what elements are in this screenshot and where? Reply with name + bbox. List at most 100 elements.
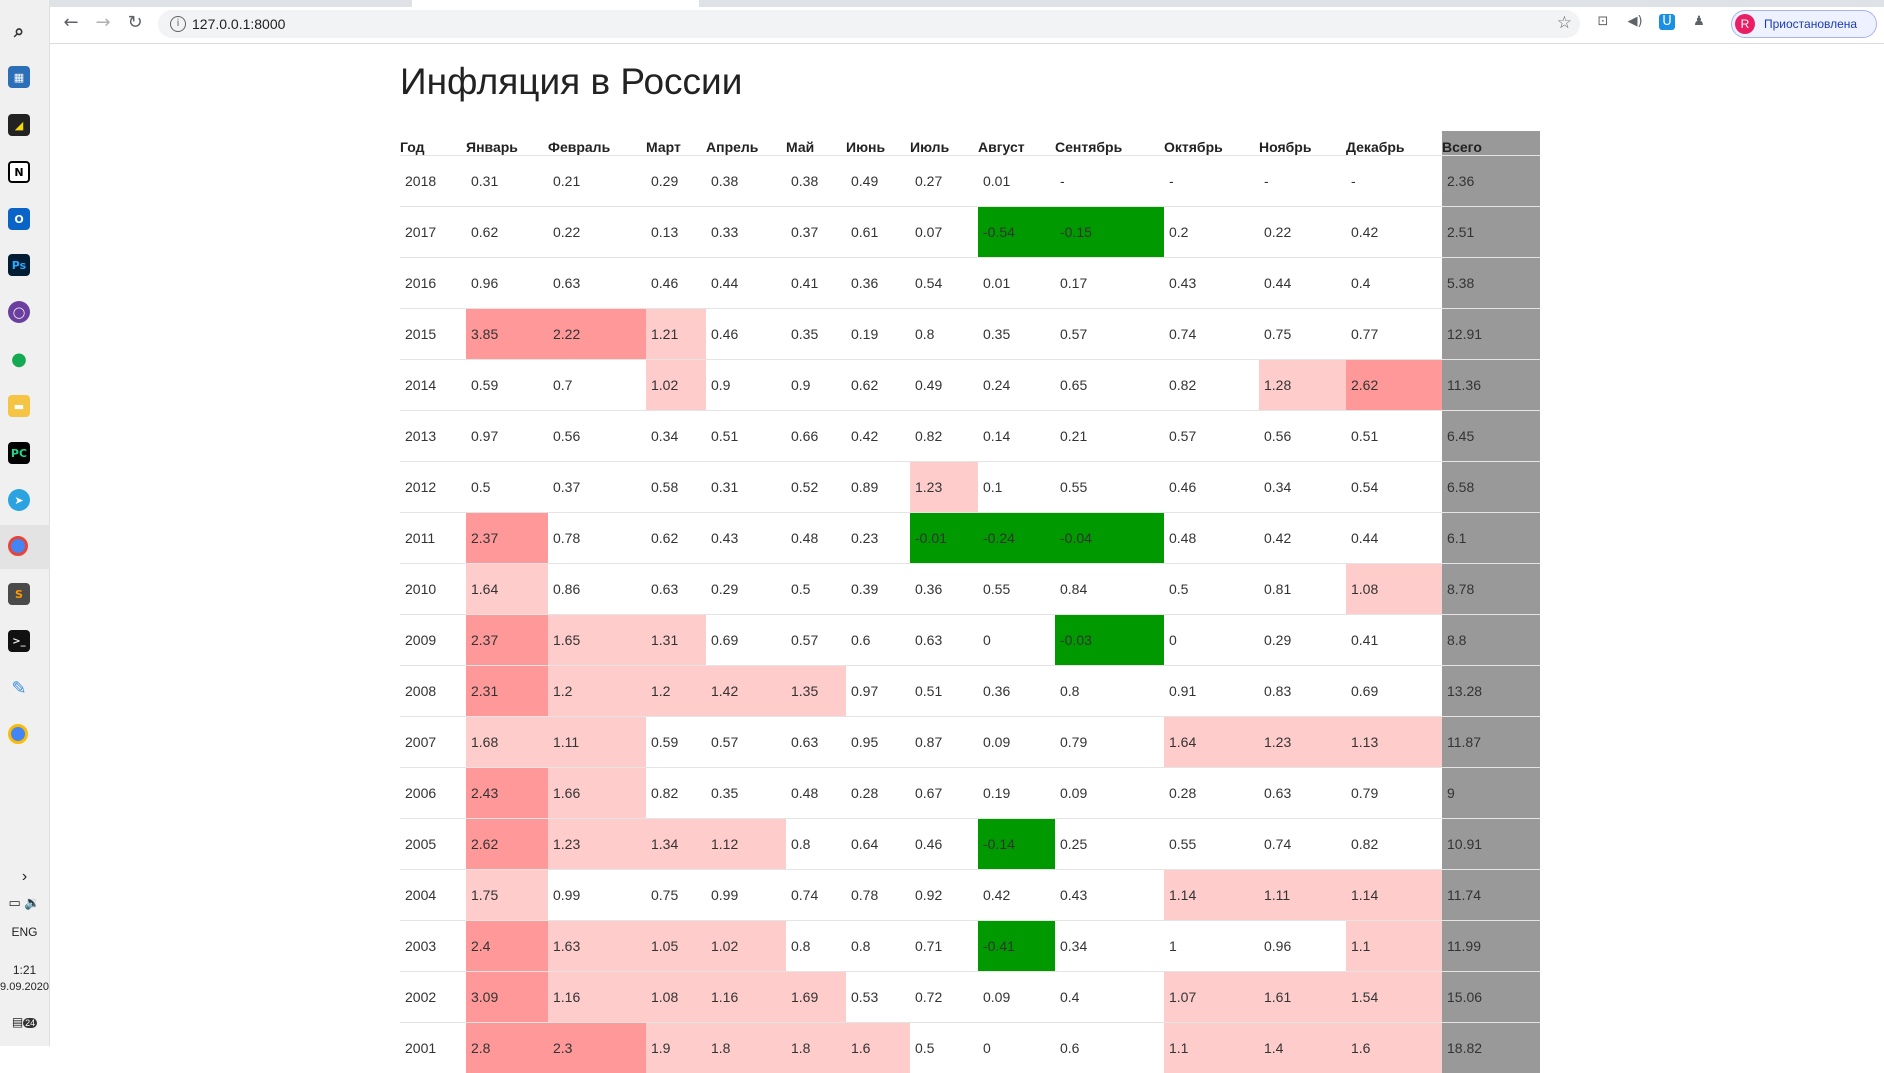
extension-icon[interactable]: ⊡: [1595, 14, 1611, 30]
total-cell: 6.1: [1442, 513, 1540, 564]
browser-toolbar: ← → ↻ i 127.0.0.1:8000 ☆ ⊡ ◀) U ♟ R Прио…: [50, 0, 1884, 44]
month-cell: 0.51: [1346, 411, 1442, 462]
column-header: Июнь: [846, 131, 910, 156]
back-icon[interactable]: ←: [60, 12, 82, 34]
month-cell: 0.34: [1259, 462, 1346, 513]
month-cell: 0.65: [1055, 360, 1164, 411]
month-cell: 0.99: [706, 870, 786, 921]
notion-icon[interactable]: N: [8, 161, 30, 183]
month-cell: 1.07: [1164, 972, 1259, 1023]
total-cell: 8.8: [1442, 615, 1540, 666]
month-cell: 0.74: [1164, 309, 1259, 360]
bookmark-star-icon[interactable]: ☆: [1557, 13, 1572, 33]
month-cell: 0.43: [706, 513, 786, 564]
month-cell: 0.41: [786, 258, 846, 309]
month-cell: 0.49: [910, 360, 978, 411]
month-cell: 0.51: [706, 411, 786, 462]
month-cell: 1.16: [706, 972, 786, 1023]
month-cell: 0.25: [1055, 819, 1164, 870]
paint-icon[interactable]: ✎: [8, 677, 30, 699]
month-cell: 0.54: [1346, 462, 1442, 513]
month-cell: -0.24: [978, 513, 1055, 564]
month-cell: 0.21: [548, 156, 646, 207]
month-cell: 0.78: [548, 513, 646, 564]
sublime-icon[interactable]: S: [8, 583, 30, 605]
terminal-icon[interactable]: >_: [8, 630, 30, 652]
month-cell: 0.67: [910, 768, 978, 819]
speaker-icon[interactable]: ◀): [1627, 14, 1643, 30]
month-cell: 1.6: [846, 1023, 910, 1073]
pycharm-icon[interactable]: PC: [8, 442, 30, 464]
year-cell: 2007: [400, 717, 466, 768]
chevron-right-icon[interactable]: ›: [0, 868, 49, 886]
tab-active[interactable]: [412, 0, 699, 7]
month-cell: 0: [1164, 615, 1259, 666]
month-cell: 0.28: [846, 768, 910, 819]
month-cell: 0.81: [1259, 564, 1346, 615]
month-cell: 0.59: [466, 360, 548, 411]
outlook-icon[interactable]: O: [8, 208, 30, 230]
site-info-icon[interactable]: i: [170, 16, 186, 32]
notification-count: 24: [23, 1018, 37, 1028]
extension-person-icon[interactable]: ♟: [1691, 14, 1707, 30]
search-icon[interactable]: ⌕: [8, 20, 30, 42]
year-cell: 2016: [400, 258, 466, 309]
language-indicator[interactable]: ENG: [0, 925, 49, 939]
month-cell: 0.21: [1055, 411, 1164, 462]
month-cell: 0.54: [910, 258, 978, 309]
clock-date[interactable]: 9.09.2020: [0, 981, 49, 993]
month-cell: 0.87: [910, 717, 978, 768]
chrome-icon[interactable]: [8, 724, 28, 744]
calculator-icon[interactable]: ▦: [8, 66, 30, 88]
forward-icon[interactable]: →: [92, 12, 114, 34]
chrome-icon[interactable]: [8, 536, 28, 556]
reload-icon[interactable]: ↻: [124, 12, 146, 34]
month-cell: 0.82: [1346, 819, 1442, 870]
notification-icon[interactable]: ▤24: [0, 1015, 49, 1029]
total-cell: 18.82: [1442, 1023, 1540, 1073]
month-cell: 0.8: [786, 921, 846, 972]
month-cell: 0.24: [978, 360, 1055, 411]
month-cell: 1.14: [1346, 870, 1442, 921]
sticky-notes-icon[interactable]: ◢: [8, 114, 30, 136]
month-cell: 0.72: [910, 972, 978, 1023]
month-cell: 0.22: [548, 207, 646, 258]
month-cell: 0.46: [646, 258, 706, 309]
month-cell: -: [1346, 156, 1442, 207]
month-cell: 1.4: [1259, 1023, 1346, 1073]
total-cell: 10.91: [1442, 819, 1540, 870]
address-bar[interactable]: i 127.0.0.1:8000 ☆: [158, 10, 1580, 38]
telegram-icon[interactable]: ➤: [8, 489, 30, 511]
column-header: Август: [978, 131, 1055, 156]
year-cell: 2011: [400, 513, 466, 564]
app-icon[interactable]: ◯: [8, 301, 30, 323]
month-cell: 0.69: [706, 615, 786, 666]
photoshop-icon[interactable]: Ps: [8, 254, 30, 276]
month-cell: 0.62: [646, 513, 706, 564]
month-cell: 0.55: [1055, 462, 1164, 513]
file-explorer-icon[interactable]: ▬: [8, 395, 30, 417]
month-cell: 1.63: [548, 921, 646, 972]
address-url[interactable]: 127.0.0.1:8000: [192, 16, 285, 32]
month-cell: 0.4: [1346, 258, 1442, 309]
clock-time[interactable]: 1:21: [0, 963, 49, 977]
profile-button[interactable]: R Приостановлена: [1731, 10, 1877, 38]
month-cell: 1.21: [646, 309, 706, 360]
column-header: Сентябрь: [1055, 131, 1164, 156]
extension-u-icon[interactable]: U: [1659, 14, 1675, 30]
month-cell: 1.1: [1164, 1023, 1259, 1073]
month-cell: 1.11: [548, 717, 646, 768]
month-cell: 0.52: [786, 462, 846, 513]
total-cell: 2.36: [1442, 156, 1540, 207]
year-cell: 2014: [400, 360, 466, 411]
battery-volume-icon[interactable]: ▭ 🔉: [0, 895, 49, 911]
month-cell: 0.99: [548, 870, 646, 921]
month-cell: 1.8: [786, 1023, 846, 1073]
mongodb-icon[interactable]: ●: [8, 348, 30, 370]
month-cell: 0.89: [846, 462, 910, 513]
month-cell: 0.86: [548, 564, 646, 615]
